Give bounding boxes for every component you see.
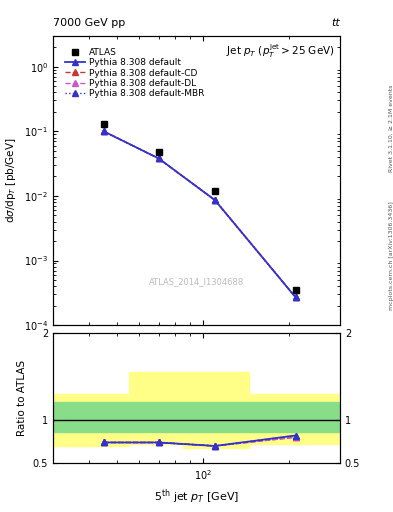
ATLAS (156, 149, 161, 155)
Text: ATLAS_2014_I1304688: ATLAS_2014_I1304688 (149, 277, 244, 286)
Y-axis label: d$\sigma$/dp$_T$ [pb/GeV]: d$\sigma$/dp$_T$ [pb/GeV] (4, 138, 18, 223)
Pythia 8.308 default-MBR (293, 294, 298, 301)
X-axis label: 5$^{\rm th}$ jet $p_T$ [GeV]: 5$^{\rm th}$ jet $p_T$ [GeV] (154, 487, 239, 506)
Pythia 8.308 default-MBR (156, 155, 161, 161)
ATLAS (213, 188, 217, 194)
Line: Pythia 8.308 default-MBR: Pythia 8.308 default-MBR (101, 129, 298, 300)
Line: Pythia 8.308 default-CD: Pythia 8.308 default-CD (101, 129, 298, 300)
ATLAS (293, 287, 298, 293)
Pythia 8.308 default-CD (293, 294, 298, 301)
Pythia 8.308 default-DL (101, 128, 106, 134)
Legend: ATLAS, Pythia 8.308 default, Pythia 8.308 default-CD, Pythia 8.308 default-DL, P: ATLAS, Pythia 8.308 default, Pythia 8.30… (63, 46, 206, 100)
Line: Pythia 8.308 default: Pythia 8.308 default (100, 128, 299, 301)
Pythia 8.308 default-DL (293, 294, 298, 301)
Line: Pythia 8.308 default-DL: Pythia 8.308 default-DL (101, 129, 298, 300)
Pythia 8.308 default (293, 294, 298, 301)
Text: Rivet 3.1.10, ≥ 2.1M events: Rivet 3.1.10, ≥ 2.1M events (389, 84, 393, 172)
Pythia 8.308 default-MBR (101, 128, 106, 134)
Pythia 8.308 default-CD (101, 128, 106, 134)
Pythia 8.308 default (101, 128, 106, 134)
Line: ATLAS: ATLAS (100, 120, 299, 293)
Text: tt: tt (331, 18, 340, 28)
Y-axis label: Ratio to ATLAS: Ratio to ATLAS (17, 360, 27, 436)
Pythia 8.308 default (213, 197, 217, 203)
Text: Jet $p_T$ ($p_T^{\rm jet}>$25 GeV): Jet $p_T$ ($p_T^{\rm jet}>$25 GeV) (226, 41, 334, 59)
Text: 7000 GeV pp: 7000 GeV pp (53, 18, 125, 28)
Pythia 8.308 default (156, 155, 161, 161)
Pythia 8.308 default-CD (213, 197, 217, 203)
Text: mcplots.cern.ch [arXiv:1306.3436]: mcplots.cern.ch [arXiv:1306.3436] (389, 202, 393, 310)
ATLAS (101, 121, 106, 127)
Pythia 8.308 default-CD (156, 155, 161, 161)
Pythia 8.308 default-MBR (213, 197, 217, 203)
Pythia 8.308 default-DL (213, 197, 217, 203)
Pythia 8.308 default-DL (156, 155, 161, 161)
